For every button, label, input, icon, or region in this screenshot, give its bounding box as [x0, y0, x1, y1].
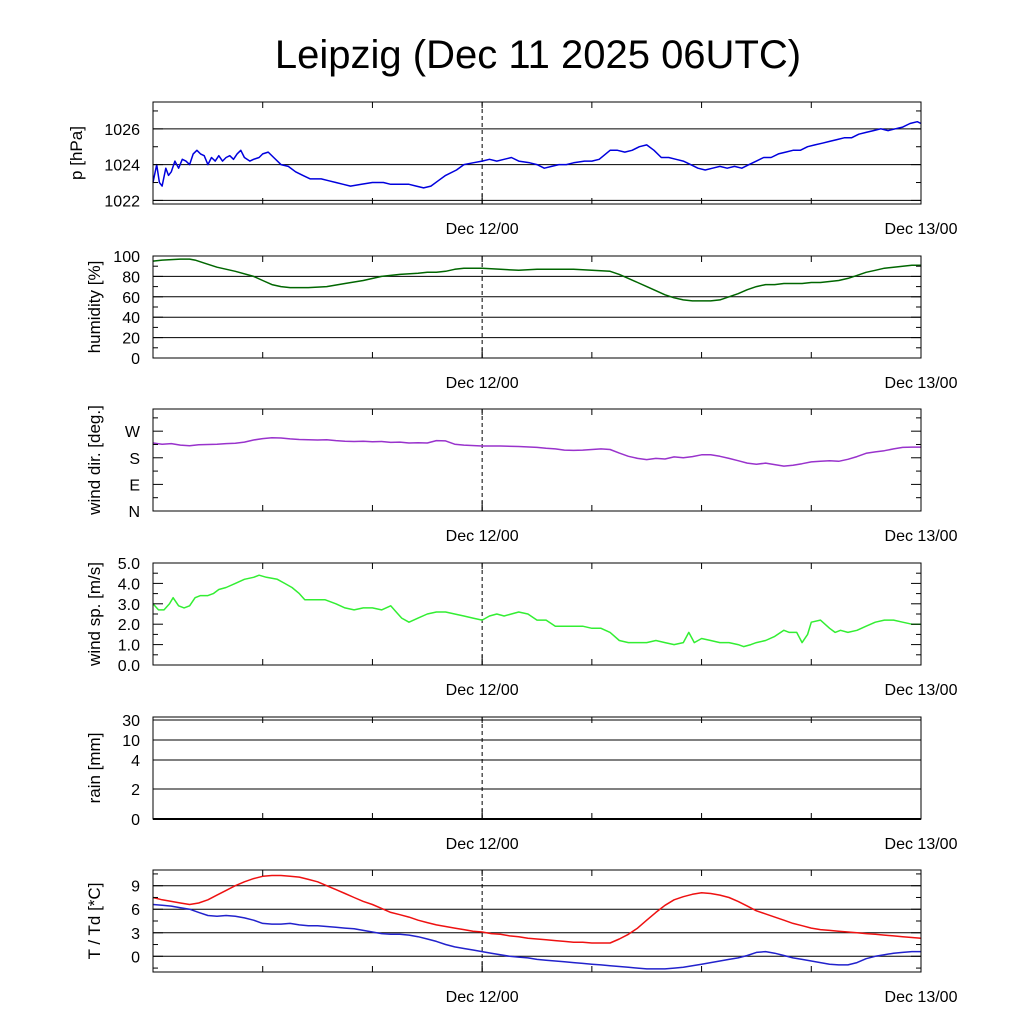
wind_speed-panel: 0.0 1.0 2.0 3.0 4.0 5.0 Dec 12/00 Dec 13/00 wind…	[85, 556, 958, 699]
rain-frame	[152, 716, 922, 820]
pressure-y-tick-label: 1022	[104, 193, 140, 210]
wind_speed-y-tick-label: 5.0	[118, 556, 140, 573]
rain-y-axis-label: rain [mm]	[85, 733, 104, 804]
humidity-y-tick-label: 100	[113, 249, 140, 266]
humidity-y-tick-label: 0	[131, 351, 140, 368]
wind_speed-y-tick-label: 4.0	[118, 576, 140, 593]
pressure-series-pressure	[152, 120, 922, 189]
humidity-y-axis-label: humidity [%]	[85, 261, 104, 354]
humidity-y-tick-label: 60	[122, 290, 140, 307]
wind_direction-x-tick-label: Dec 12/00	[446, 528, 519, 545]
wind_direction-y-tick-label: E	[129, 477, 140, 494]
temperature-y-tick-label: 0	[131, 949, 140, 966]
rain-y-tick-label: 0	[131, 812, 140, 829]
pressure-frame	[152, 101, 922, 205]
humidity-y-tick-label: 80	[122, 269, 140, 286]
temperature-x-tick-label: Dec 13/00	[885, 989, 958, 1006]
humidity-y-tick-label: 40	[122, 310, 140, 327]
temperature-y-tick-label: 9	[131, 879, 140, 896]
temperature-y-tick-label: 6	[131, 902, 140, 919]
rain-panel: 0 2 4 10 30 Dec 12/00 Dec 13/00 rain [mm]	[85, 713, 958, 853]
wind_speed-y-tick-label: 0.0	[118, 658, 140, 675]
temperature-y-tick-label: 3	[131, 926, 140, 943]
rain-y-tick-label: 2	[131, 782, 140, 799]
rain-y-tick-label: 4	[131, 753, 140, 770]
wind_direction-y-tick-label: S	[129, 451, 140, 468]
wind_speed-y-axis-label: wind sp. [m/s]	[85, 562, 104, 667]
wind_direction-y-axis-label: wind dir. [deg.]	[85, 405, 104, 516]
wind_speed-series-wind-speed	[152, 574, 921, 648]
humidity-frame	[152, 255, 922, 359]
pressure-y-tick-label: 1024	[104, 158, 140, 175]
temperature-series-td	[152, 903, 921, 970]
wind_speed-x-tick-label: Dec 12/00	[446, 682, 519, 699]
rain-y-tick-label: 30	[122, 713, 140, 730]
humidity-x-tick-label: Dec 13/00	[885, 375, 958, 392]
wind_direction-frame	[152, 408, 922, 512]
temperature-series-t	[152, 874, 922, 944]
rain-x-tick-label: Dec 12/00	[446, 836, 519, 853]
pressure-panel: 1022 1024 1026 Dec 12/00 Dec 13/00 p [hPa]	[67, 101, 958, 238]
temperature-x-tick-label: Dec 12/00	[446, 989, 519, 1006]
humidity-x-tick-label: Dec 12/00	[446, 375, 519, 392]
wind_direction-x-tick-label: Dec 13/00	[885, 528, 958, 545]
chart-title: Leipzig (Dec 11 2025 06UTC)	[275, 33, 801, 77]
wind_speed-y-tick-label: 3.0	[118, 597, 140, 614]
wind_direction-y-tick-label: W	[125, 424, 141, 441]
humidity-panel: 0 20 40 60 80 100 Dec 12/00 Dec 13/00 humidity […	[85, 249, 958, 392]
pressure-x-tick-label: Dec 12/00	[446, 221, 519, 238]
wind_speed-y-tick-label: 2.0	[118, 617, 140, 634]
humidity-series-humidity	[152, 258, 921, 302]
pressure-y-tick-label: 1026	[104, 122, 140, 139]
wind_direction-series-wind-direction	[152, 436, 921, 467]
rain-y-tick-label: 10	[122, 733, 140, 750]
pressure-y-axis-label: p [hPa]	[67, 126, 86, 180]
pressure-x-tick-label: Dec 13/00	[885, 221, 958, 238]
rain-x-tick-label: Dec 13/00	[885, 836, 958, 853]
wind_direction-y-tick-label: N	[128, 504, 140, 521]
temperature-y-axis-label: T / Td [*C]	[85, 883, 104, 960]
humidity-y-tick-label: 20	[122, 331, 140, 348]
wind_speed-x-tick-label: Dec 13/00	[885, 682, 958, 699]
temperature-panel: 0 3 6 9 Dec 12/00 Dec 13/00 T / Td [*C]	[85, 869, 958, 1006]
wind_speed-y-tick-label: 1.0	[118, 638, 140, 655]
